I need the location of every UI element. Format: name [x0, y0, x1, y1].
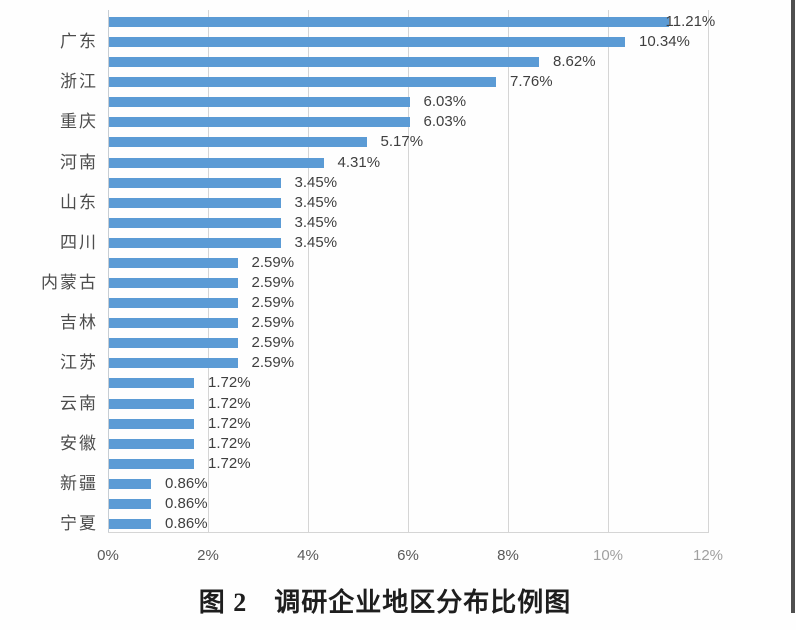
bar-value-label: 7.76% [510, 73, 553, 91]
bar-value-label: 1.72% [208, 414, 251, 432]
bar [109, 318, 238, 329]
screenshot-edge-border [791, 0, 795, 613]
bar-value-label: 2.59% [251, 334, 295, 352]
x-axis-tick-label: 0% [97, 547, 119, 564]
bar-value-label: 3.45% [294, 233, 338, 251]
category-label: 浙江 [60, 72, 98, 92]
bar-value-label: 3.45% [294, 213, 338, 231]
bar-value-label: 2.59% [251, 274, 295, 292]
x-axis-line [108, 532, 709, 533]
bar [109, 17, 669, 27]
bar-value-label: 2.59% [251, 253, 295, 271]
gridline [308, 10, 309, 532]
x-axis-tick-label: 8% [497, 547, 519, 564]
bar [109, 237, 281, 248]
bar [109, 77, 496, 88]
category-label: 四川 [60, 232, 98, 252]
category-label: 河南 [60, 152, 98, 172]
gridline [508, 10, 509, 532]
bar-value-label: 3.45% [294, 173, 338, 191]
bar-value-label: 0.86% [165, 515, 208, 532]
bar [109, 37, 625, 48]
bar [109, 57, 539, 68]
bar-value-label: 1.72% [208, 374, 251, 392]
bar-value-label: 5.17% [380, 133, 424, 151]
gridline [408, 10, 409, 532]
gridline [208, 10, 209, 532]
bar-value-label: 8.62% [553, 53, 596, 71]
x-axis-tick-label: 6% [397, 547, 419, 564]
bar [109, 338, 238, 349]
bar-value-label: 1.72% [208, 454, 251, 472]
bar-value-label: 2.59% [251, 314, 295, 332]
gridline [608, 10, 609, 532]
bar [109, 378, 194, 389]
bar [109, 117, 410, 128]
category-label: 广东 [60, 32, 98, 52]
bar [109, 298, 238, 309]
bar-value-label: 6.03% [423, 113, 467, 131]
x-axis-tick-label: 4% [297, 547, 319, 564]
bar [109, 278, 238, 289]
bar [109, 398, 194, 409]
figure-caption: 图 2 调研企业地区分布比例图 [198, 588, 572, 617]
bar [109, 257, 238, 268]
x-axis-tick-label: 10% [592, 547, 624, 564]
category-label: 内蒙古 [41, 273, 98, 293]
bar-value-label: 6.03% [423, 93, 467, 111]
category-label: 重庆 [60, 112, 98, 132]
bar-value-label: 10.34% [639, 33, 690, 51]
gridline [108, 10, 109, 532]
category-label: 吉林 [60, 313, 98, 333]
bar [109, 358, 238, 369]
category-label: 云南 [60, 393, 98, 413]
bar-value-label: 0.86% [165, 494, 208, 512]
category-label: 安徽 [60, 433, 98, 453]
category-label: 宁夏 [60, 514, 98, 533]
category-label: 江苏 [60, 353, 98, 373]
x-axis-tick-label: 2% [197, 547, 219, 564]
bar [109, 97, 410, 108]
bar-value-label: 1.72% [208, 394, 251, 412]
bar [109, 478, 151, 489]
bar-value-label: 4.31% [337, 153, 381, 171]
bar [109, 197, 281, 208]
bar [109, 157, 324, 168]
category-label: 新疆 [60, 473, 98, 493]
x-axis-tick-label: 12% [692, 547, 724, 564]
bar [109, 458, 194, 469]
bar [109, 137, 367, 148]
bar-value-label: 2.59% [251, 294, 295, 312]
bar-value-label: 0.86% [165, 474, 208, 492]
bar [109, 438, 194, 449]
bar-value-label: 3.45% [294, 193, 338, 211]
bar [109, 217, 281, 228]
bar [109, 418, 194, 429]
bar-value-label: 2.59% [251, 354, 295, 372]
bar-chart: 0% 2% 4% 6% 8% 10% 12% 11.21% 10.34% 广东 8.62% 7.76%… [41, 10, 724, 564]
bar [109, 177, 281, 188]
bar [109, 519, 151, 529]
bar-value-label: 1.72% [208, 434, 251, 452]
bar-value-label: 11.21% [665, 13, 716, 30]
category-label: 山东 [60, 192, 98, 212]
gridline [708, 10, 709, 532]
bar [109, 498, 151, 509]
